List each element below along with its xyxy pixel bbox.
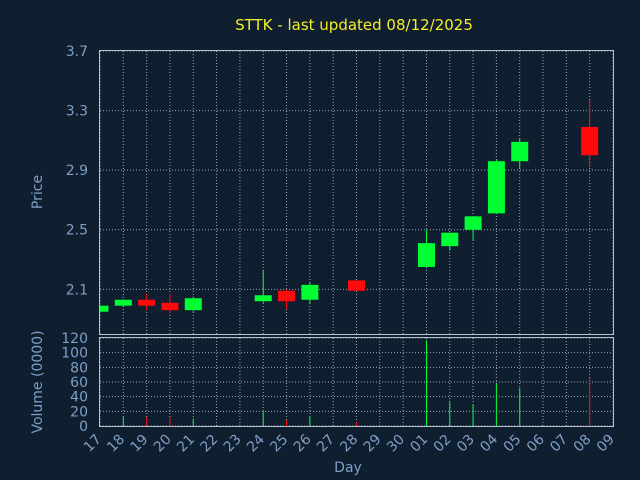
x-axis-label: Day xyxy=(334,460,362,476)
candle-body xyxy=(100,305,109,312)
candle-body xyxy=(278,290,296,302)
candle-body xyxy=(301,284,319,300)
volume-tick-label: 0 xyxy=(79,419,88,435)
candle-body xyxy=(138,299,156,306)
candle-body xyxy=(114,299,132,306)
volume-axis-label: Volume (0000) xyxy=(30,330,46,433)
volume-tick-label: 40 xyxy=(70,390,88,406)
candle-body xyxy=(417,243,435,267)
candle-body xyxy=(487,161,505,214)
volume-tick-label: 80 xyxy=(70,360,88,376)
price-tick-labels: 2.1 2.5 2.9 3.3 3.7 xyxy=(66,44,88,298)
candle-body xyxy=(441,232,459,247)
x-tick-labels: 17 18 19 20 21 22 23 24 25 26 27 28 29 30 01 02 03 04 05 06… xyxy=(81,431,618,455)
price-tick-label: 3.7 xyxy=(66,44,88,60)
price-tick-label: 3.3 xyxy=(66,104,88,120)
volume-tick-label: 60 xyxy=(70,375,88,391)
volume-tick-label: 20 xyxy=(70,404,88,420)
candles xyxy=(99,100,599,314)
candle-body xyxy=(581,126,599,156)
candle-body xyxy=(161,302,179,311)
price-tick-label: 2.1 xyxy=(66,282,88,298)
chart-title: STTK - last updated 08/12/2025 xyxy=(235,16,473,34)
candle-body xyxy=(464,216,482,230)
volume-panel-frame xyxy=(99,337,614,427)
price-tick-label: 2.5 xyxy=(66,223,88,239)
candle-body xyxy=(511,141,529,162)
price-panel-frame xyxy=(99,50,614,335)
volume-tick-label: 100 xyxy=(61,346,88,362)
price-tick-label: 2.9 xyxy=(66,163,88,179)
volume-bars xyxy=(122,340,591,426)
price-axis-label: Price xyxy=(30,175,46,209)
price-grid xyxy=(99,50,614,334)
candle-body xyxy=(254,295,272,302)
candle-body xyxy=(348,280,365,291)
volume-tick-label: 120 xyxy=(61,331,88,347)
candle-body xyxy=(184,298,202,311)
